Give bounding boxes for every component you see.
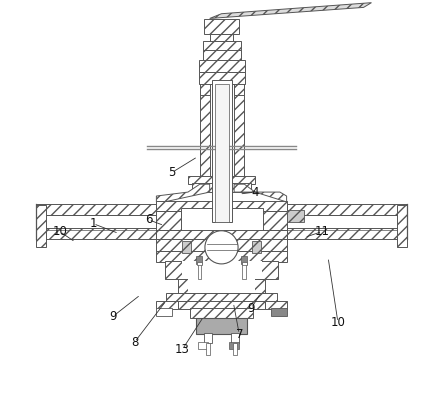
Bar <box>200 82 210 178</box>
Bar <box>265 301 287 309</box>
Bar <box>229 343 239 349</box>
Bar <box>262 211 287 230</box>
Bar <box>231 333 239 343</box>
Bar <box>287 204 407 215</box>
Bar <box>196 256 202 264</box>
Bar <box>234 82 244 178</box>
Bar <box>181 208 263 232</box>
Bar <box>252 241 261 253</box>
Text: 10: 10 <box>330 316 346 329</box>
Bar <box>287 210 304 222</box>
Bar <box>241 262 247 265</box>
Bar <box>188 176 255 184</box>
Bar <box>204 19 239 34</box>
Text: 5: 5 <box>168 166 176 179</box>
Bar <box>36 228 156 240</box>
Bar <box>192 183 251 192</box>
Bar <box>198 343 208 349</box>
Bar <box>198 263 201 279</box>
Bar <box>204 333 212 343</box>
Bar <box>241 256 247 264</box>
Text: 10: 10 <box>52 225 67 238</box>
Text: 8: 8 <box>131 335 138 348</box>
Text: 4: 4 <box>251 186 259 198</box>
Bar <box>156 211 181 230</box>
Bar <box>156 301 178 309</box>
Bar <box>198 72 245 84</box>
Bar <box>188 278 255 293</box>
Polygon shape <box>156 184 210 202</box>
Polygon shape <box>210 3 371 19</box>
Text: 11: 11 <box>315 225 330 238</box>
Bar <box>212 80 232 222</box>
Text: 13: 13 <box>175 343 190 356</box>
Text: 6: 6 <box>145 213 152 226</box>
Bar <box>36 215 156 230</box>
Bar <box>156 251 287 262</box>
Bar <box>166 293 277 302</box>
Bar <box>182 261 262 279</box>
Bar <box>202 40 241 51</box>
Bar <box>287 228 407 240</box>
Bar <box>206 343 210 355</box>
Bar <box>197 262 202 265</box>
Text: 9: 9 <box>247 302 255 315</box>
Bar <box>156 239 287 251</box>
Bar <box>165 261 278 279</box>
Text: 7: 7 <box>236 327 243 341</box>
Bar <box>156 230 287 240</box>
Bar <box>198 60 245 72</box>
Bar <box>287 215 407 230</box>
Bar <box>210 34 233 41</box>
Bar <box>36 205 46 248</box>
Text: 9: 9 <box>109 310 117 323</box>
Polygon shape <box>234 184 287 202</box>
Bar <box>200 83 210 95</box>
Bar <box>215 84 229 222</box>
Bar <box>178 301 265 309</box>
Circle shape <box>205 231 238 264</box>
Bar <box>397 205 407 248</box>
Bar <box>156 201 287 211</box>
Bar <box>234 83 244 95</box>
Bar <box>242 263 245 279</box>
Bar <box>196 318 247 334</box>
Bar <box>271 308 287 316</box>
Bar <box>36 204 156 215</box>
Bar <box>178 278 265 293</box>
Bar <box>182 241 191 253</box>
Bar <box>202 50 241 61</box>
Text: 1: 1 <box>89 217 97 230</box>
Bar <box>233 343 237 355</box>
Bar <box>206 244 237 251</box>
Bar <box>190 308 253 318</box>
Bar <box>156 308 172 316</box>
